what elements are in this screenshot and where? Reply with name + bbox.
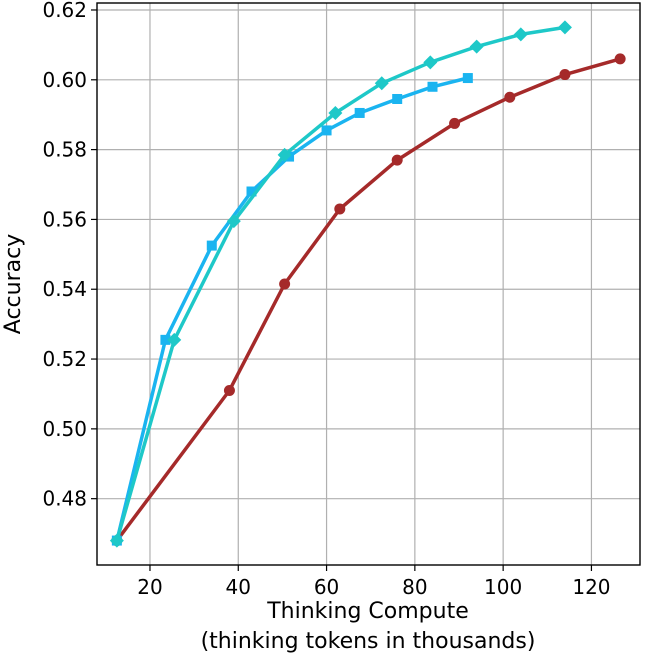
series-3 <box>109 20 572 548</box>
x-axis: 20 40 60 80 100 120 <box>137 565 611 599</box>
y-axis-label: Accuracy <box>1 234 26 334</box>
data-point <box>206 240 217 251</box>
grid <box>97 3 640 565</box>
x-tick-label: 80 <box>402 575 427 599</box>
y-tick-label: 0.56 <box>42 207 87 231</box>
data-point <box>559 69 571 81</box>
data-point <box>469 39 484 54</box>
data-point <box>374 76 389 91</box>
y-tick-label: 0.50 <box>42 417 87 441</box>
y-tick-label: 0.60 <box>42 68 87 92</box>
data-point <box>354 107 365 118</box>
data-point <box>226 214 241 229</box>
data-point <box>423 55 438 70</box>
x-tick-label: 120 <box>572 575 610 599</box>
data-point <box>504 91 516 103</box>
y-tick-label: 0.62 <box>42 0 87 22</box>
data-point <box>427 81 438 92</box>
data-point <box>321 125 332 136</box>
y-tick-label: 0.54 <box>42 277 87 301</box>
data-point <box>223 384 235 396</box>
x-tick-label: 20 <box>137 575 162 599</box>
series-layer <box>109 20 626 548</box>
data-point <box>462 73 473 84</box>
data-point <box>160 334 171 345</box>
plot-frame <box>96 2 641 566</box>
data-point <box>449 117 461 129</box>
series-line <box>115 76 470 543</box>
series-1 <box>111 53 626 547</box>
y-tick-label: 0.58 <box>42 138 87 162</box>
y-axis: 0.48 0.50 0.52 0.54 0.56 0.58 0.60 0.62 <box>42 0 97 511</box>
data-point <box>614 53 626 65</box>
data-point <box>513 27 528 42</box>
y-tick-label: 0.52 <box>42 347 87 371</box>
data-point <box>279 278 291 290</box>
data-point <box>328 105 343 120</box>
data-point <box>167 332 182 347</box>
y-tick-label: 0.48 <box>42 487 87 511</box>
x-tick-label: 60 <box>314 575 339 599</box>
x-axis-label-line1: Thinking Compute <box>266 599 469 624</box>
data-point <box>334 203 346 215</box>
x-axis-label-line2: (thinking tokens in thousands) <box>201 629 536 654</box>
data-point <box>277 147 292 162</box>
series-line <box>115 25 567 543</box>
series-line <box>115 57 622 543</box>
data-point <box>246 186 257 197</box>
data-point <box>109 533 124 548</box>
x-tick-label: 40 <box>226 575 251 599</box>
data-point <box>391 154 403 166</box>
x-tick-label: 100 <box>484 575 522 599</box>
data-point <box>557 20 572 35</box>
data-point <box>392 93 403 104</box>
